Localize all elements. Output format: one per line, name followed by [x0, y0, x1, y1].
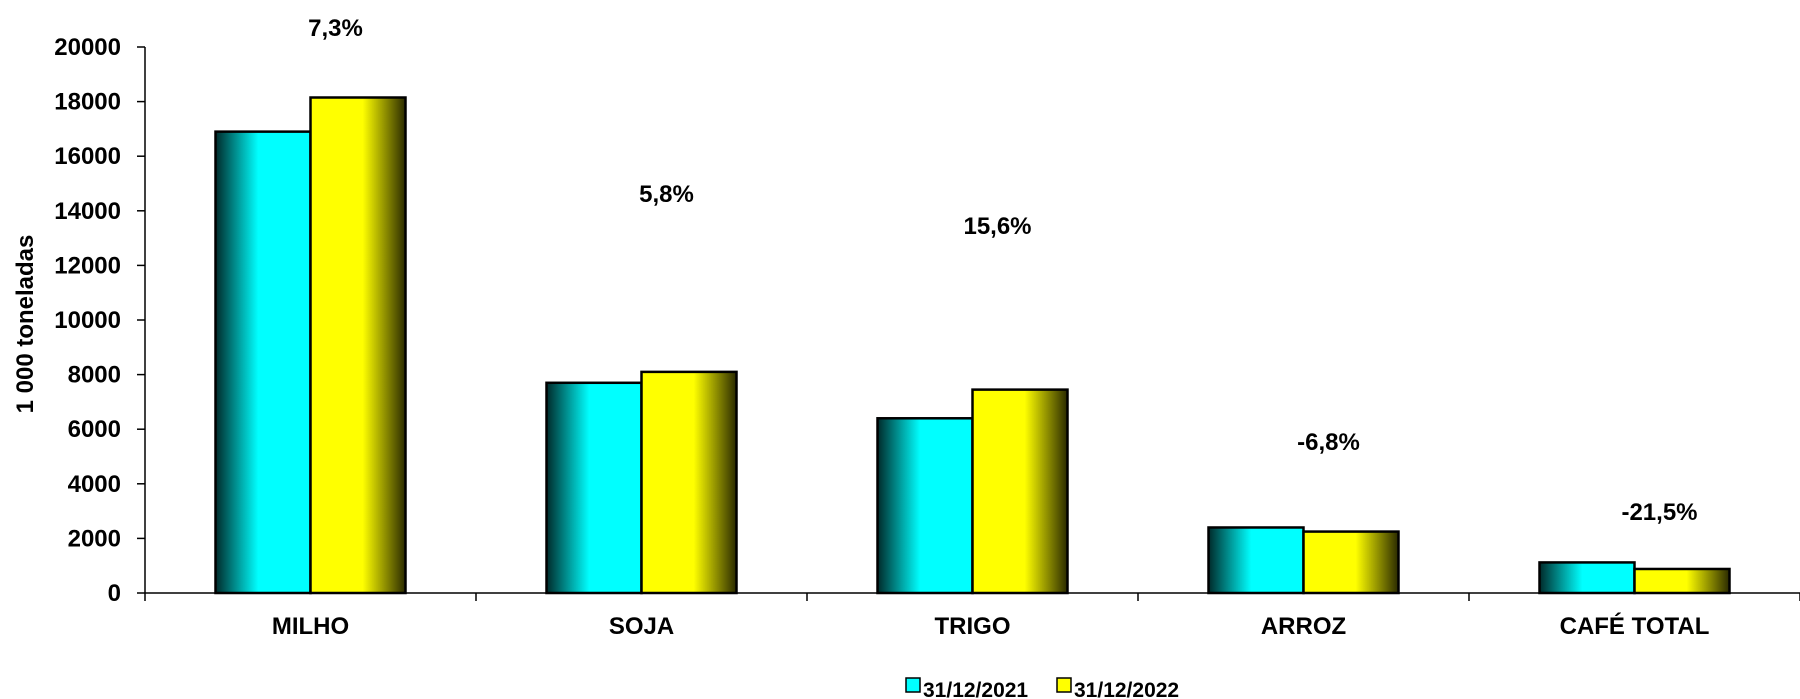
- percent-change-label: 5,8%: [639, 181, 694, 208]
- percent-change-label: -21,5%: [1621, 499, 1697, 526]
- bar-2022-milho: [309, 96, 407, 595]
- legend-swatch-2021: [905, 677, 921, 693]
- bar-2021-trigo: [876, 417, 974, 595]
- y-tick-label: 4000: [68, 471, 121, 498]
- legend-swatch-2022: [1056, 677, 1072, 693]
- legend: 31/12/2021 31/12/2022: [905, 677, 1179, 699]
- percent-change-label: -6,8%: [1297, 429, 1360, 456]
- bar-2021-arroz: [1207, 526, 1305, 595]
- y-axis: 0 2000 4000 6000 8000 10000 12000 14000 16000 180…: [54, 34, 146, 607]
- y-tick-label: 8000: [68, 362, 121, 389]
- legend-label-2021: 31/12/2021: [923, 679, 1028, 699]
- legend-label-2022: 31/12/2022: [1074, 679, 1179, 699]
- y-tick-label: 0: [108, 580, 121, 607]
- y-tick-label: 14000: [54, 198, 121, 225]
- bar-2022-trigo: [971, 388, 1069, 595]
- category-label: MILHO: [272, 613, 349, 640]
- bar-2022-caf-total: [1633, 567, 1731, 595]
- y-tick-label: 2000: [68, 525, 121, 552]
- y-tick-label: 18000: [54, 89, 121, 116]
- category-label: ARROZ: [1261, 613, 1346, 640]
- category-labels: MILHO SOJA TRIGO ARROZ CAFÉ TOTAL: [272, 612, 1710, 640]
- y-tick-label: 16000: [54, 143, 121, 170]
- bar-2022-arroz: [1302, 530, 1400, 595]
- bar-2022-soja: [640, 370, 738, 595]
- y-axis-title: 1 000 toneladas: [12, 235, 39, 414]
- percent-change-label: 7,3%: [308, 15, 363, 42]
- bars: [214, 96, 1731, 595]
- category-label: SOJA: [609, 613, 674, 640]
- category-label: CAFÉ TOTAL: [1560, 612, 1710, 640]
- y-tick-label: 10000: [54, 307, 121, 334]
- percent-change-label: 15,6%: [963, 213, 1031, 240]
- percent-labels: 7,3% 5,8% 15,6% -6,8% -21,5%: [308, 15, 1697, 526]
- y-tick-label: 6000: [68, 416, 121, 443]
- y-tick-label: 20000: [54, 34, 121, 61]
- category-label: TRIGO: [935, 613, 1011, 640]
- y-tick-label: 12000: [54, 252, 121, 279]
- bar-2021-caf-total: [1538, 561, 1636, 595]
- bar-2021-milho: [214, 130, 312, 595]
- bar-2021-soja: [545, 381, 643, 595]
